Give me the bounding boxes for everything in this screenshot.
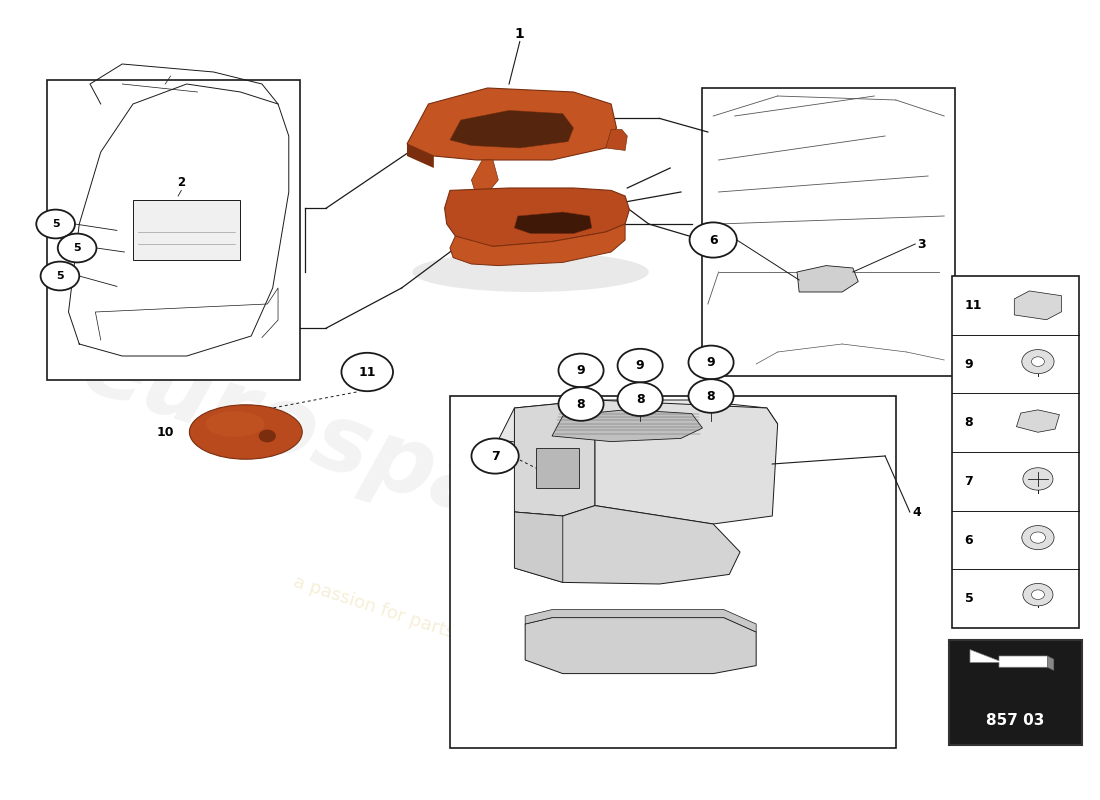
- Text: 11: 11: [965, 299, 982, 312]
- Text: 857 03: 857 03: [986, 713, 1044, 728]
- Polygon shape: [552, 410, 703, 442]
- Circle shape: [1023, 468, 1053, 490]
- Text: 9: 9: [576, 364, 585, 377]
- Circle shape: [58, 234, 97, 262]
- Circle shape: [341, 353, 393, 391]
- Polygon shape: [515, 506, 740, 584]
- Text: 8: 8: [965, 416, 974, 429]
- Text: 8: 8: [576, 398, 585, 410]
- Text: eurospares: eurospares: [72, 320, 668, 592]
- Polygon shape: [498, 400, 778, 446]
- Polygon shape: [407, 144, 433, 168]
- Text: 11: 11: [359, 366, 376, 378]
- Polygon shape: [1047, 656, 1054, 670]
- Text: a passion for parts since 1985: a passion for parts since 1985: [290, 574, 556, 674]
- Circle shape: [617, 349, 662, 382]
- Text: 5: 5: [52, 219, 59, 229]
- Polygon shape: [1016, 410, 1059, 432]
- Circle shape: [617, 382, 662, 416]
- Polygon shape: [595, 400, 778, 524]
- Circle shape: [559, 387, 604, 421]
- Circle shape: [1031, 532, 1045, 543]
- Polygon shape: [525, 618, 756, 674]
- Text: 4: 4: [912, 506, 921, 518]
- Ellipse shape: [189, 405, 302, 459]
- Polygon shape: [525, 610, 756, 632]
- Text: 9: 9: [636, 359, 645, 372]
- Circle shape: [1032, 590, 1044, 599]
- Circle shape: [689, 346, 734, 379]
- Circle shape: [1022, 526, 1054, 550]
- Circle shape: [559, 354, 604, 387]
- Text: 5: 5: [56, 271, 64, 281]
- Circle shape: [1022, 350, 1054, 374]
- Text: 7: 7: [491, 450, 499, 462]
- Polygon shape: [1014, 291, 1062, 320]
- Polygon shape: [450, 110, 573, 148]
- Text: 6: 6: [708, 234, 717, 246]
- Polygon shape: [798, 266, 858, 292]
- Circle shape: [690, 222, 737, 258]
- FancyBboxPatch shape: [133, 200, 241, 260]
- Polygon shape: [606, 130, 627, 150]
- Ellipse shape: [206, 411, 265, 437]
- Polygon shape: [515, 512, 563, 582]
- Text: 9: 9: [965, 358, 974, 370]
- Text: 10: 10: [156, 426, 174, 438]
- Polygon shape: [515, 212, 592, 234]
- Polygon shape: [407, 88, 616, 160]
- Circle shape: [689, 379, 734, 413]
- Text: 5: 5: [965, 592, 974, 605]
- Polygon shape: [970, 650, 1047, 667]
- Text: 9: 9: [706, 356, 715, 369]
- Circle shape: [1023, 583, 1053, 606]
- FancyBboxPatch shape: [47, 80, 299, 380]
- Circle shape: [36, 210, 75, 238]
- FancyBboxPatch shape: [703, 88, 955, 376]
- FancyBboxPatch shape: [450, 396, 895, 748]
- Text: 1: 1: [515, 26, 525, 41]
- Text: 2: 2: [177, 176, 186, 189]
- Circle shape: [258, 430, 276, 442]
- Text: 8: 8: [706, 390, 715, 402]
- Polygon shape: [450, 224, 625, 266]
- Polygon shape: [444, 188, 629, 246]
- FancyBboxPatch shape: [948, 640, 1081, 745]
- FancyBboxPatch shape: [536, 448, 579, 488]
- Text: 8: 8: [636, 393, 645, 406]
- Polygon shape: [472, 160, 498, 190]
- Text: 6: 6: [965, 534, 974, 546]
- Circle shape: [472, 438, 519, 474]
- FancyBboxPatch shape: [952, 276, 1078, 628]
- Circle shape: [41, 262, 79, 290]
- Text: 5: 5: [74, 243, 81, 253]
- Polygon shape: [515, 400, 595, 516]
- Text: 3: 3: [917, 238, 926, 250]
- Ellipse shape: [412, 252, 649, 292]
- Text: 7: 7: [965, 475, 974, 488]
- Circle shape: [1032, 357, 1044, 366]
